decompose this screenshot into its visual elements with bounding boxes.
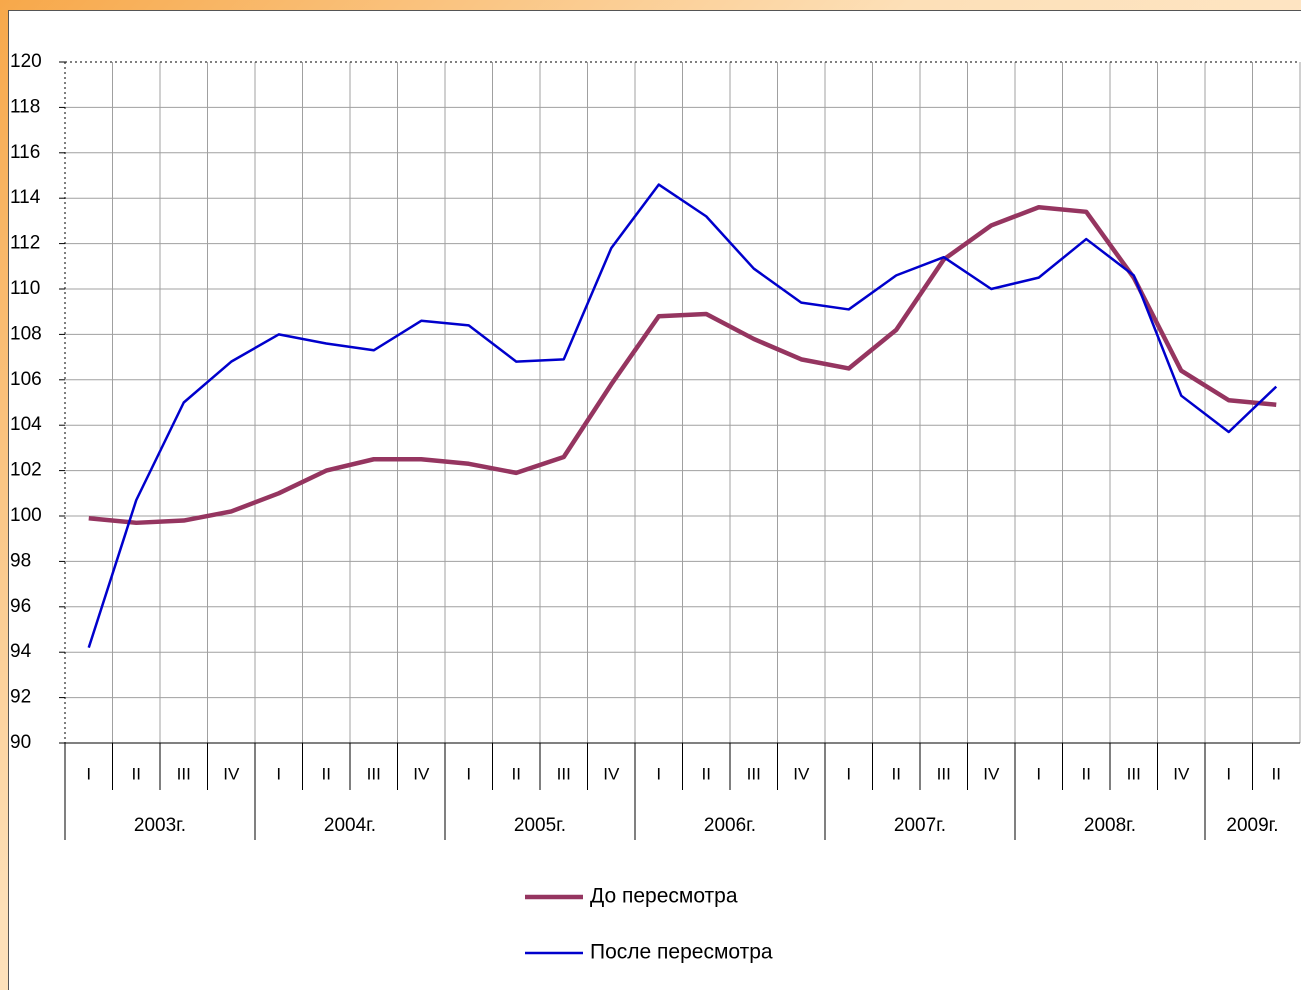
x-tick-label: IV xyxy=(793,764,810,783)
x-tick-label: III xyxy=(367,764,381,783)
y-tick-label: 94 xyxy=(10,641,32,662)
x-tick-label: I xyxy=(86,764,91,783)
x-tick-label: III xyxy=(177,764,191,783)
y-tick-label: 120 xyxy=(10,51,42,72)
y-tick-label: 106 xyxy=(10,369,42,390)
y-tick-label: 112 xyxy=(10,233,40,254)
x-tick-label: I xyxy=(1226,764,1231,783)
x-tick-label: III xyxy=(1127,764,1141,783)
y-tick-label: 110 xyxy=(10,278,40,299)
x-tick-label: III xyxy=(937,764,951,783)
x-tick-label: I xyxy=(846,764,851,783)
x-tick-label: II xyxy=(892,764,901,783)
series-line xyxy=(87,183,1278,649)
x-tick-label: II xyxy=(1082,764,1091,783)
legend-label: До пересмотра xyxy=(590,885,738,908)
x-tick-label: II xyxy=(1272,764,1281,783)
x-group-label: 2008г. xyxy=(1084,815,1136,836)
y-tick-label: 96 xyxy=(10,596,31,617)
x-group-label: 2009г. xyxy=(1226,815,1278,836)
x-group-label: 2004г. xyxy=(324,815,376,836)
y-tick-label: 98 xyxy=(10,550,31,571)
x-group-label: 2007г. xyxy=(894,815,946,836)
x-tick-label: IV xyxy=(223,764,240,783)
y-tick-label: 102 xyxy=(10,460,42,481)
series-line xyxy=(88,205,1277,526)
y-tick-label: 100 xyxy=(10,505,42,526)
y-tick-label: 114 xyxy=(10,187,41,208)
x-tick-label: II xyxy=(132,764,141,783)
x-group-label: 2005г. xyxy=(514,815,566,836)
y-tick-label: 90 xyxy=(10,732,31,753)
x-tick-label: IV xyxy=(413,764,430,783)
x-tick-label: I xyxy=(276,764,281,783)
x-tick-label: I xyxy=(656,764,661,783)
x-tick-label: I xyxy=(466,764,471,783)
x-group-label: 2006г. xyxy=(704,815,756,836)
y-tick-label: 108 xyxy=(10,323,42,344)
x-tick-label: III xyxy=(747,764,761,783)
x-group-label: 2003г. xyxy=(134,815,186,836)
x-tick-label: IV xyxy=(983,764,1000,783)
y-tick-label: 116 xyxy=(10,142,40,163)
x-tick-label: I xyxy=(1036,764,1041,783)
x-tick-label: II xyxy=(702,764,711,783)
x-tick-label: III xyxy=(557,764,571,783)
x-tick-label: II xyxy=(512,764,521,783)
x-tick-label: II xyxy=(322,764,331,783)
y-tick-label: 104 xyxy=(10,414,42,435)
y-tick-label: 92 xyxy=(10,687,31,708)
x-tick-label: IV xyxy=(603,764,620,783)
legend-label: После пересмотра xyxy=(590,941,773,964)
y-tick-label: 118 xyxy=(10,96,40,117)
chart-frame xyxy=(8,10,1301,990)
x-tick-label: IV xyxy=(1173,764,1190,783)
